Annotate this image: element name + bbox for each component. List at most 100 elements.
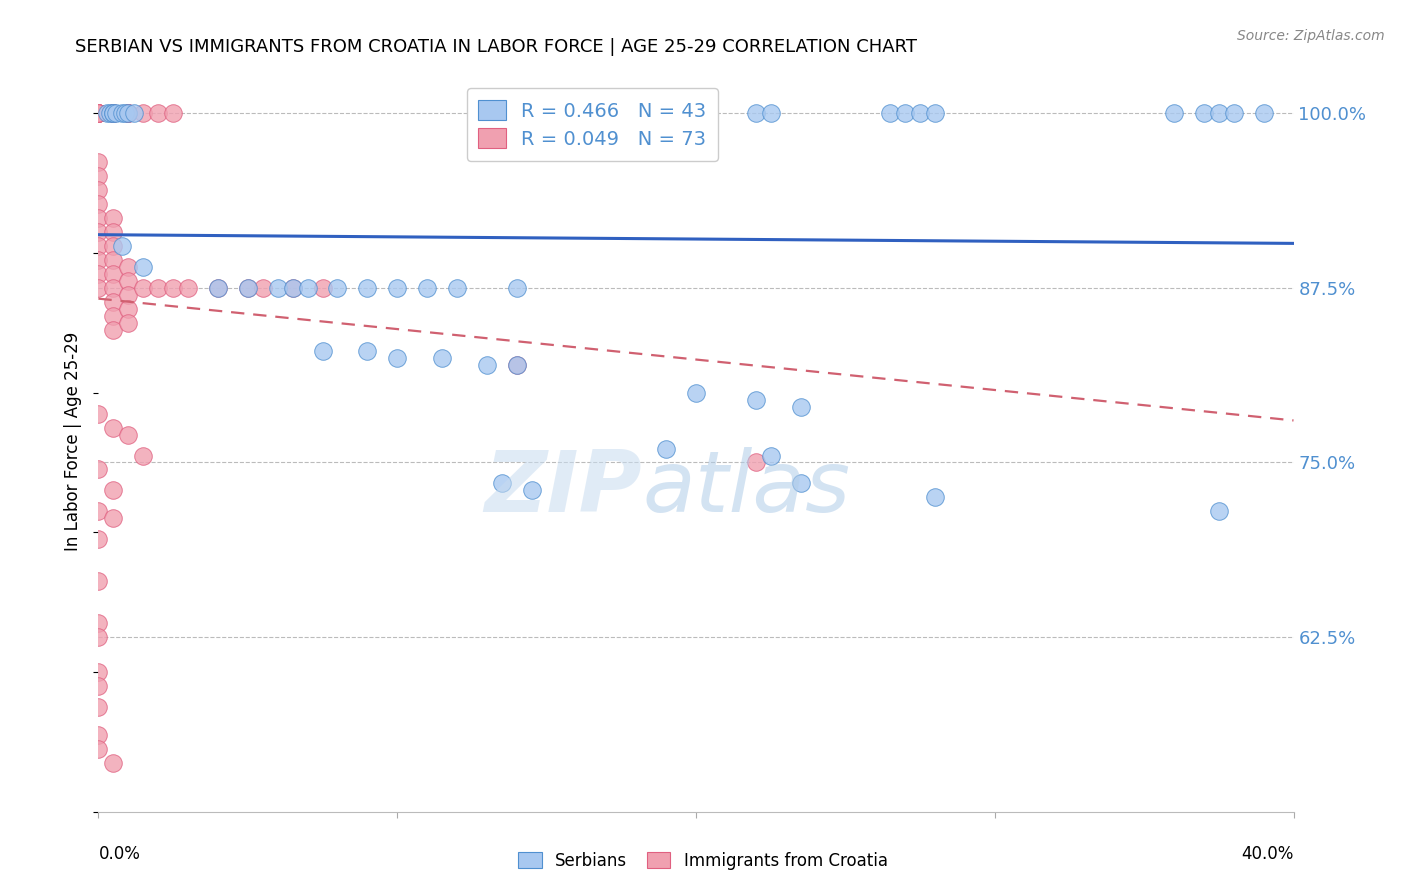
Point bbox=[117, 260, 139, 274]
Legend: Serbians, Immigrants from Croatia: Serbians, Immigrants from Croatia bbox=[512, 846, 894, 877]
Point bbox=[789, 400, 811, 414]
Point bbox=[103, 239, 125, 253]
Point bbox=[506, 358, 529, 372]
Point bbox=[87, 155, 110, 169]
Point bbox=[117, 301, 139, 316]
Point bbox=[103, 309, 125, 323]
Point bbox=[87, 183, 110, 197]
Point bbox=[87, 616, 110, 631]
Point bbox=[124, 106, 146, 120]
Text: atlas: atlas bbox=[643, 448, 851, 531]
Point bbox=[96, 106, 118, 120]
Point bbox=[207, 281, 229, 295]
Point bbox=[297, 281, 319, 295]
Text: Source: ZipAtlas.com: Source: ZipAtlas.com bbox=[1237, 29, 1385, 43]
Point bbox=[87, 679, 110, 693]
Legend: R = 0.466   N = 43, R = 0.049   N = 73: R = 0.466 N = 43, R = 0.049 N = 73 bbox=[467, 88, 718, 161]
Point bbox=[87, 281, 110, 295]
Point bbox=[626, 106, 648, 120]
Point bbox=[132, 281, 155, 295]
Point bbox=[520, 483, 543, 498]
Point bbox=[894, 106, 917, 120]
Point bbox=[1253, 106, 1275, 120]
Point bbox=[87, 239, 110, 253]
Point bbox=[550, 106, 572, 120]
Point bbox=[87, 574, 110, 589]
Point bbox=[103, 483, 125, 498]
Point bbox=[103, 106, 125, 120]
Point bbox=[446, 281, 468, 295]
Point bbox=[491, 476, 513, 491]
Point bbox=[103, 106, 125, 120]
Text: 40.0%: 40.0% bbox=[1241, 845, 1294, 863]
Text: 0.0%: 0.0% bbox=[98, 845, 141, 863]
Point bbox=[356, 281, 378, 295]
Point bbox=[236, 281, 259, 295]
Point bbox=[87, 665, 110, 679]
Point bbox=[87, 106, 110, 120]
Point bbox=[1208, 106, 1230, 120]
Point bbox=[1223, 106, 1246, 120]
Point bbox=[924, 491, 946, 505]
Point bbox=[385, 281, 409, 295]
Point bbox=[1163, 106, 1185, 120]
Text: ZIP: ZIP bbox=[485, 448, 643, 531]
Point bbox=[311, 281, 333, 295]
Point bbox=[117, 106, 139, 120]
Point bbox=[595, 106, 617, 120]
Point bbox=[117, 274, 139, 288]
Point bbox=[236, 281, 259, 295]
Point bbox=[789, 476, 811, 491]
Point bbox=[103, 323, 125, 337]
Point bbox=[87, 106, 110, 120]
Point bbox=[685, 385, 707, 400]
Point bbox=[416, 281, 439, 295]
Point bbox=[103, 225, 125, 239]
Point bbox=[87, 267, 110, 281]
Point bbox=[311, 343, 333, 358]
Point bbox=[252, 281, 274, 295]
Y-axis label: In Labor Force | Age 25-29: In Labor Force | Age 25-29 bbox=[65, 332, 83, 551]
Point bbox=[87, 225, 110, 239]
Point bbox=[148, 106, 170, 120]
Point bbox=[685, 106, 707, 120]
Point bbox=[924, 106, 946, 120]
Point bbox=[117, 106, 139, 120]
Point bbox=[98, 106, 122, 120]
Point bbox=[103, 281, 125, 295]
Point bbox=[87, 252, 110, 267]
Point bbox=[281, 281, 304, 295]
Point bbox=[87, 504, 110, 518]
Point bbox=[655, 442, 678, 456]
Point bbox=[103, 267, 125, 281]
Point bbox=[281, 281, 304, 295]
Point bbox=[908, 106, 931, 120]
Point bbox=[267, 281, 290, 295]
Point bbox=[87, 106, 110, 120]
Point bbox=[148, 281, 170, 295]
Point bbox=[103, 106, 125, 120]
Point bbox=[87, 407, 110, 421]
Point bbox=[745, 106, 768, 120]
Point bbox=[132, 449, 155, 463]
Point bbox=[565, 106, 588, 120]
Point bbox=[759, 106, 782, 120]
Point bbox=[87, 106, 110, 120]
Point bbox=[103, 106, 125, 120]
Point bbox=[87, 211, 110, 225]
Point bbox=[87, 106, 110, 120]
Point bbox=[103, 252, 125, 267]
Point bbox=[610, 106, 633, 120]
Point bbox=[430, 351, 453, 365]
Point bbox=[114, 106, 136, 120]
Point bbox=[87, 169, 110, 183]
Point bbox=[581, 106, 603, 120]
Point bbox=[117, 106, 139, 120]
Point bbox=[475, 358, 498, 372]
Point bbox=[111, 106, 134, 120]
Point bbox=[87, 106, 110, 120]
Point bbox=[207, 281, 229, 295]
Point bbox=[87, 630, 110, 644]
Point bbox=[117, 106, 139, 120]
Point bbox=[759, 449, 782, 463]
